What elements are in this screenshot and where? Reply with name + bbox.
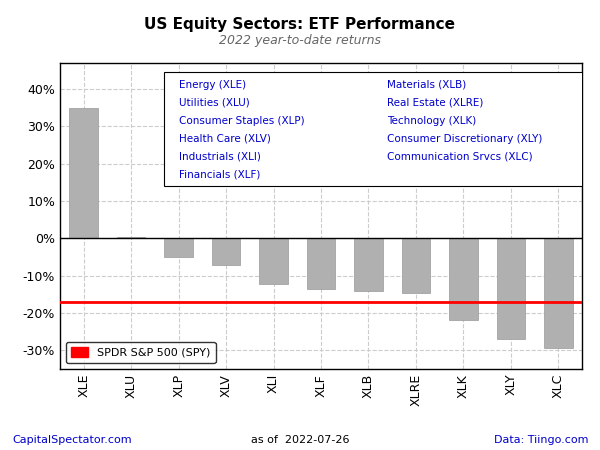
Text: Consumer Staples (XLP): Consumer Staples (XLP) — [179, 116, 304, 126]
Bar — [307, 238, 335, 289]
Bar — [117, 237, 145, 239]
Text: Energy (XLE): Energy (XLE) — [179, 80, 246, 90]
Text: Communication Srvcs (XLC): Communication Srvcs (XLC) — [388, 152, 533, 162]
Text: Technology (XLK): Technology (XLK) — [388, 116, 476, 126]
Text: Financials (XLF): Financials (XLF) — [179, 169, 260, 180]
Bar — [497, 238, 525, 339]
Text: Industrials (XLI): Industrials (XLI) — [179, 152, 260, 162]
FancyBboxPatch shape — [164, 72, 584, 186]
Text: Data: Tiingo.com: Data: Tiingo.com — [493, 435, 588, 445]
Bar — [259, 238, 288, 284]
Text: 2022 year-to-date returns: 2022 year-to-date returns — [219, 34, 381, 47]
Text: US Equity Sectors: ETF Performance: US Equity Sectors: ETF Performance — [145, 17, 455, 32]
Text: CapitalSpectator.com: CapitalSpectator.com — [12, 435, 131, 445]
Bar — [164, 238, 193, 257]
Text: Consumer Discretionary (XLY): Consumer Discretionary (XLY) — [388, 134, 543, 144]
Text: Utilities (XLU): Utilities (XLU) — [179, 98, 250, 108]
Text: as of  2022-07-26: as of 2022-07-26 — [251, 435, 349, 445]
Bar — [544, 238, 572, 348]
Bar — [401, 238, 430, 292]
Bar — [70, 108, 98, 239]
Bar — [354, 238, 383, 291]
Text: Materials (XLB): Materials (XLB) — [388, 80, 467, 90]
Text: Real Estate (XLRE): Real Estate (XLRE) — [388, 98, 484, 108]
Bar — [449, 238, 478, 320]
Legend: SPDR S&P 500 (SPY): SPDR S&P 500 (SPY) — [65, 342, 215, 364]
Text: Health Care (XLV): Health Care (XLV) — [179, 134, 271, 144]
Bar — [212, 238, 241, 265]
